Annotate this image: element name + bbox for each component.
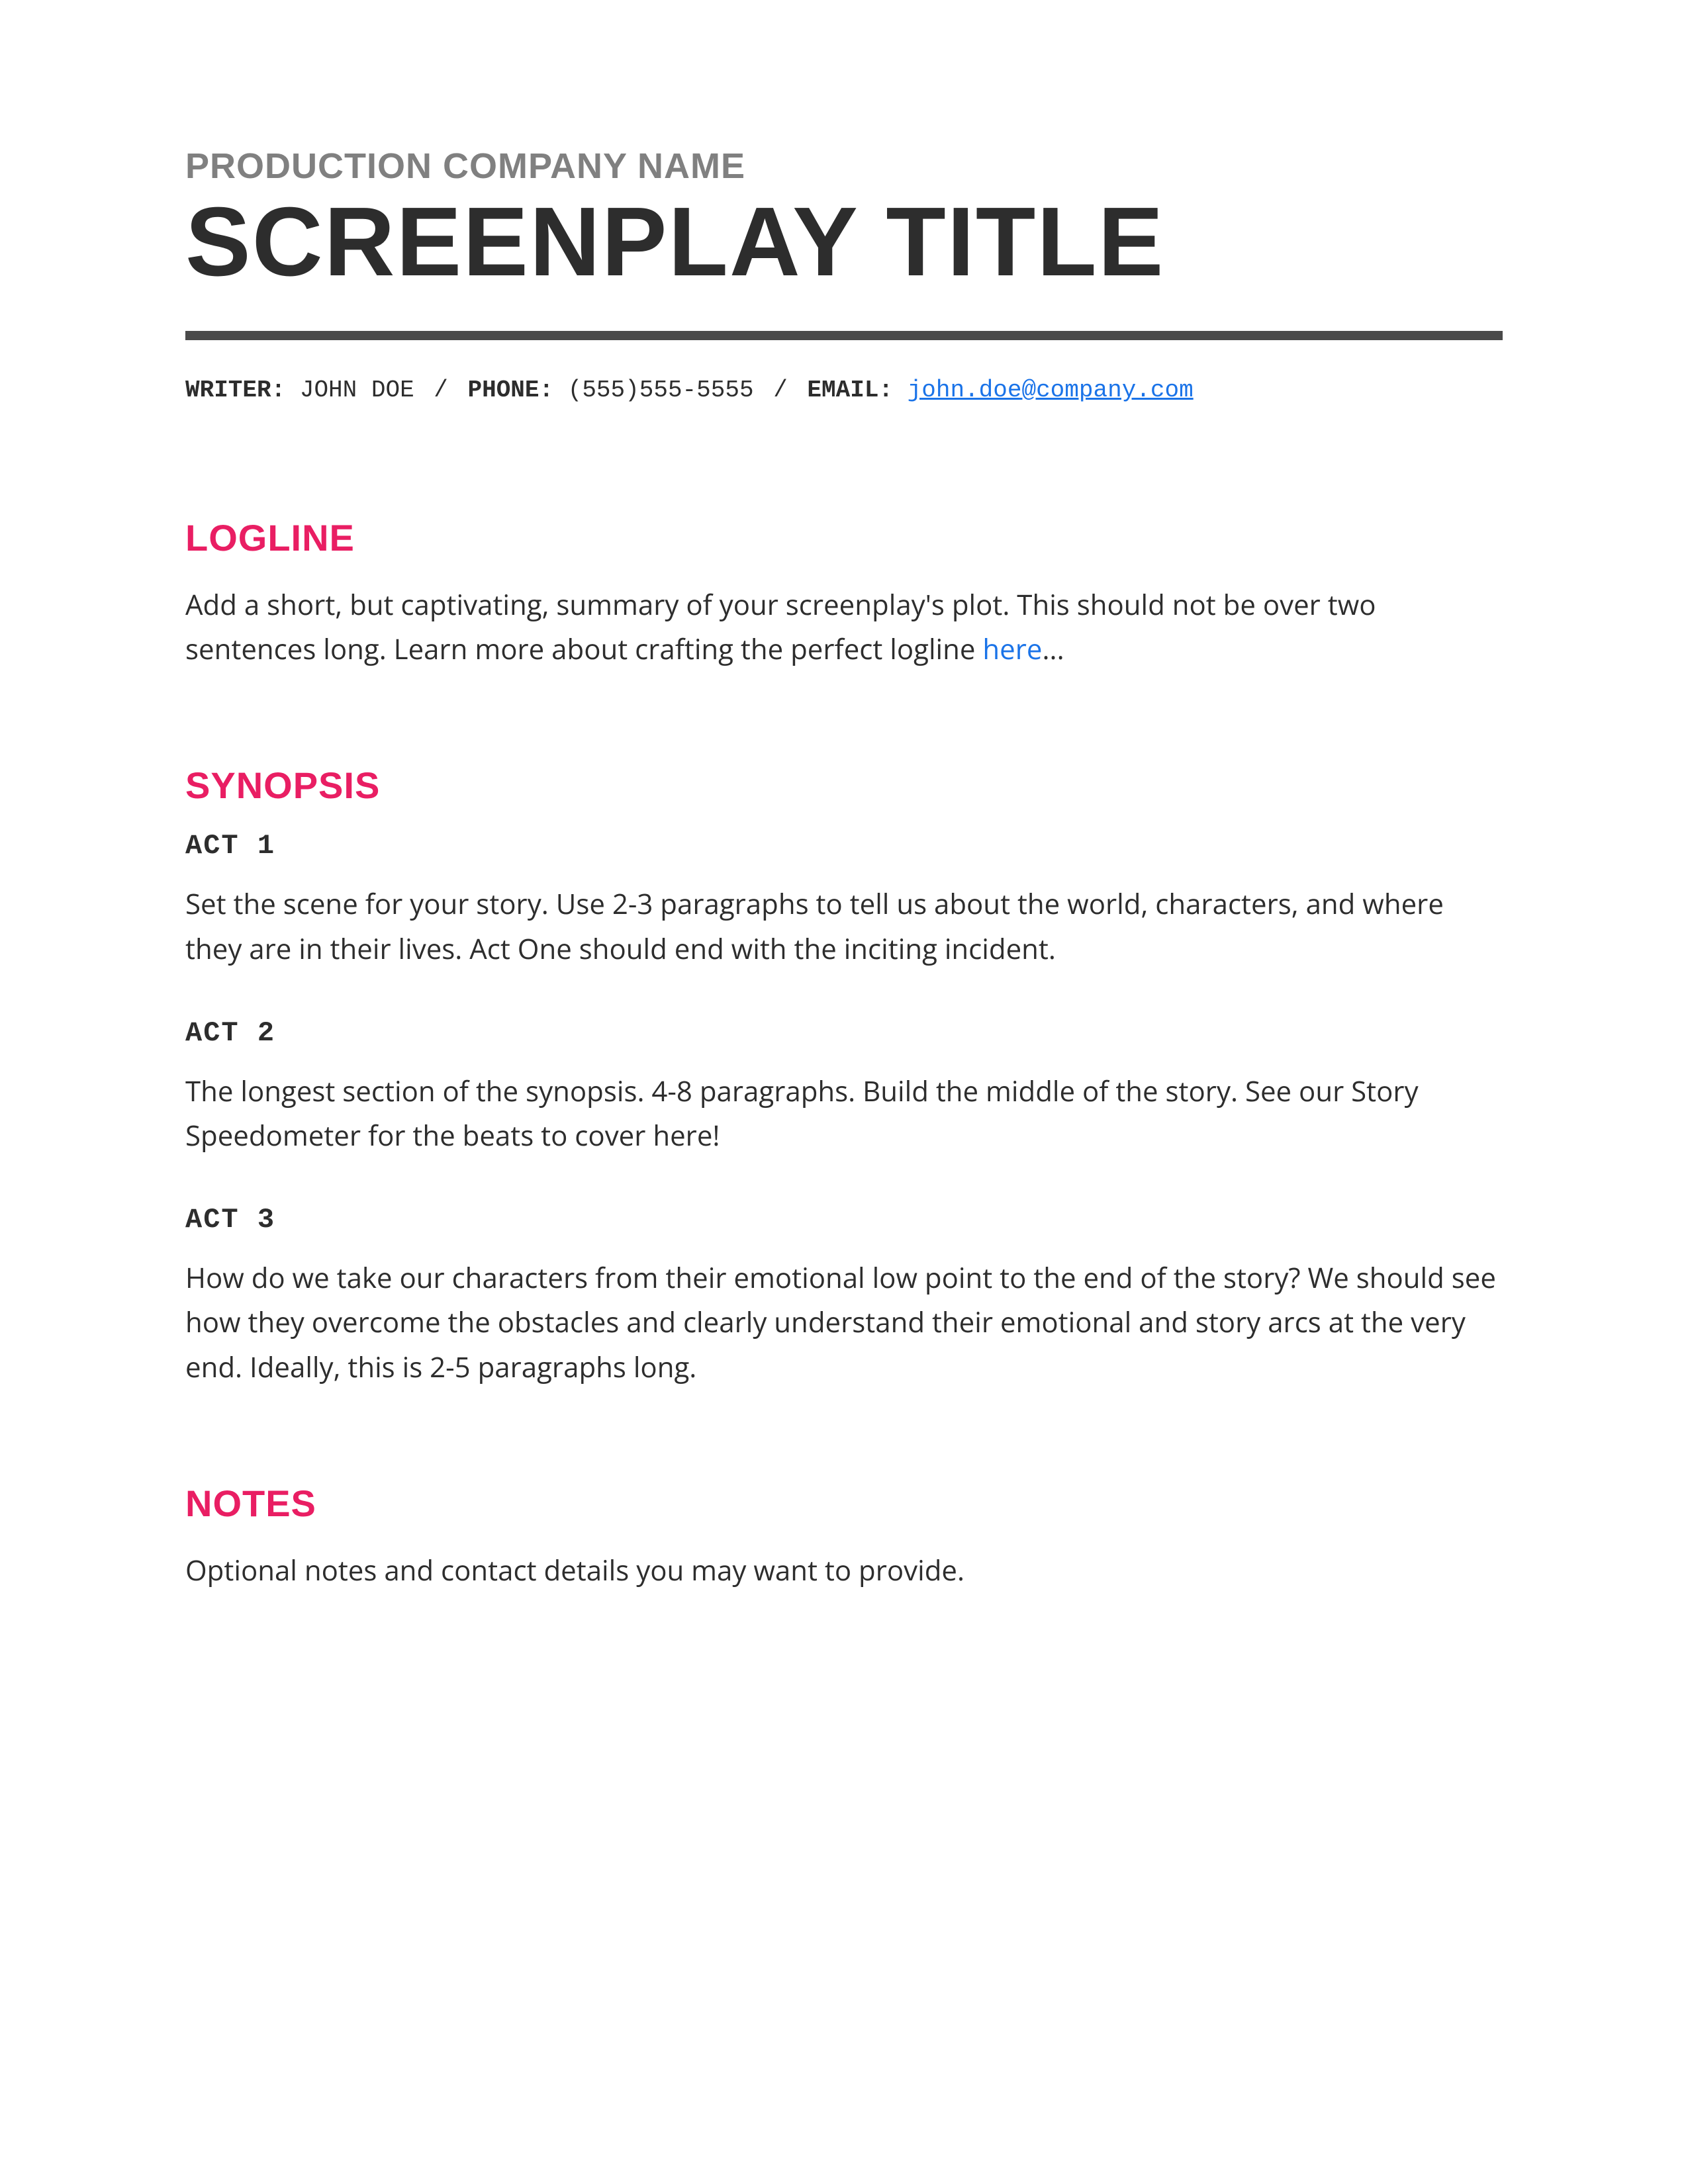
- logline-here-link[interactable]: here: [982, 630, 1042, 668]
- contact-info: WRITER: JOHN DOE / PHONE: (555)555-5555 …: [185, 377, 1503, 404]
- notes-body: Optional notes and contact details you m…: [185, 1548, 1503, 1592]
- act2-heading: ACT 2: [185, 1017, 1503, 1049]
- synopsis-heading: SYNOPSIS: [185, 764, 1503, 807]
- writer-value: JOHN DOE: [285, 377, 428, 404]
- act1-block: ACT 1 Set the scene for your story. Use …: [185, 830, 1503, 970]
- document-page: PRODUCTION COMPANY NAME SCREENPLAY TITLE…: [0, 0, 1688, 1592]
- phone-value: (555)555-5555: [553, 377, 768, 404]
- title-divider: [185, 331, 1503, 340]
- act2-block: ACT 2 The longest section of the synopsi…: [185, 1017, 1503, 1158]
- act3-block: ACT 3 How do we take our characters from…: [185, 1204, 1503, 1389]
- separator: /: [434, 377, 462, 404]
- act3-heading: ACT 3: [185, 1204, 1503, 1236]
- act3-body: How do we take our characters from their…: [185, 1255, 1503, 1389]
- act1-body: Set the scene for your story. Use 2-3 pa…: [185, 882, 1503, 970]
- company-name: PRODUCTION COMPANY NAME: [185, 146, 1503, 187]
- email-link[interactable]: john.doe@company.com: [908, 377, 1194, 404]
- screenplay-title: SCREENPLAY TITLE: [185, 193, 1503, 291]
- act1-heading: ACT 1: [185, 830, 1503, 862]
- logline-section: LOGLINE Add a short, but captivating, su…: [185, 516, 1503, 671]
- logline-body: Add a short, but captivating, summary of…: [185, 582, 1503, 671]
- act2-body: The longest section of the synopsis. 4-8…: [185, 1069, 1503, 1158]
- email-label: EMAIL:: [807, 377, 893, 404]
- logline-text-suffix: ...: [1043, 630, 1064, 668]
- writer-label: WRITER:: [185, 377, 285, 404]
- separator: /: [773, 377, 802, 404]
- synopsis-section: SYNOPSIS ACT 1 Set the scene for your st…: [185, 764, 1503, 1388]
- logline-text-prefix: Add a short, but captivating, summary of…: [185, 586, 1376, 668]
- notes-heading: NOTES: [185, 1482, 1503, 1525]
- notes-section: NOTES Optional notes and contact details…: [185, 1482, 1503, 1592]
- phone-label: PHONE:: [468, 377, 554, 404]
- logline-heading: LOGLINE: [185, 516, 1503, 559]
